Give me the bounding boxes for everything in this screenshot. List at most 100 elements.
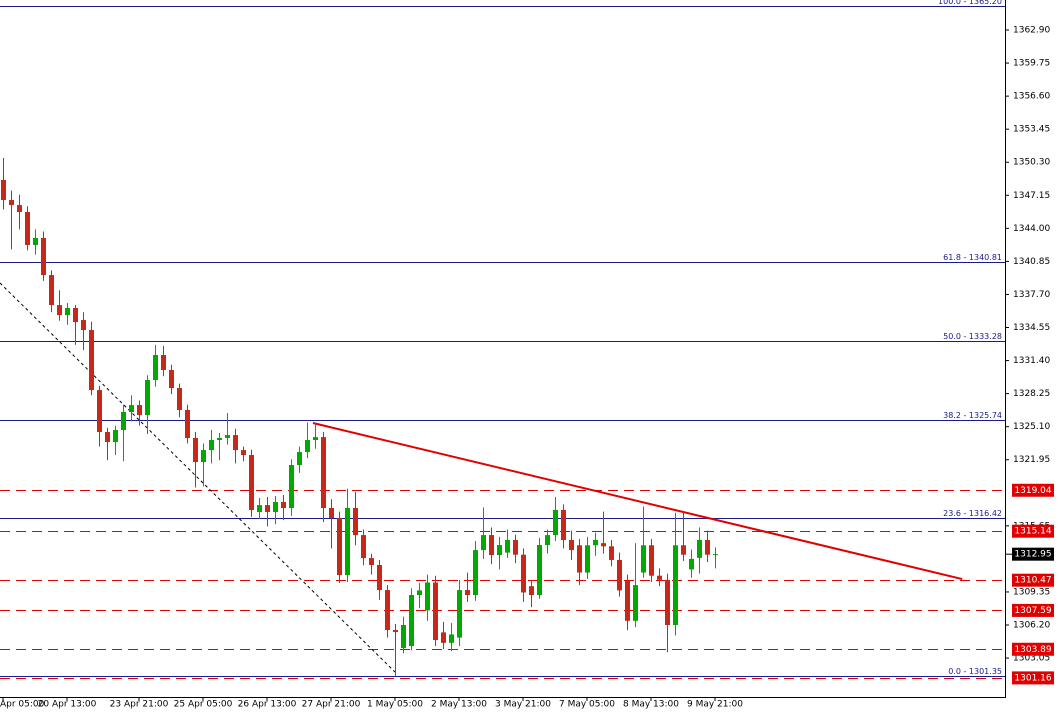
candle-body	[281, 502, 286, 509]
level-price-box	[1012, 524, 1054, 538]
candle-body	[265, 505, 270, 512]
candle-body	[441, 632, 446, 643]
candle-body	[401, 625, 406, 649]
current-price-box	[1012, 547, 1054, 561]
current-price-label: 1312.95	[1014, 550, 1051, 560]
candle-body	[681, 545, 686, 555]
candle-body	[513, 540, 518, 555]
candle-body	[465, 590, 470, 595]
candle-body	[377, 564, 382, 591]
candle-body	[529, 586, 534, 595]
candle-body	[361, 535, 366, 559]
candle-body	[521, 554, 526, 593]
y-tick-label: 1331.40	[1013, 356, 1050, 366]
candle-body	[481, 535, 486, 551]
y-tick-label: 1353.45	[1013, 125, 1050, 135]
candle-body	[337, 517, 342, 576]
level-price-label: 1301.16	[1014, 673, 1051, 683]
candle-body	[145, 379, 150, 416]
x-tick-label: 20 Apr 13:00	[38, 700, 97, 710]
level-price-label: 1315.14	[1014, 527, 1051, 537]
candle-body	[409, 595, 414, 646]
candle-body	[121, 411, 126, 431]
x-tick-label: 7 May 05:00	[559, 700, 615, 710]
candle-body	[489, 535, 494, 556]
candle-body	[185, 409, 190, 439]
fib-level-label: 100.0 - 1365.20	[938, 0, 1002, 6]
y-tick-label: 1337.70	[1013, 290, 1050, 300]
trendline	[0, 282, 396, 673]
candle-body	[497, 545, 502, 556]
y-tick-label: 1306.20	[1013, 621, 1050, 631]
level-price-label: 1307.59	[1014, 606, 1051, 616]
y-tick-label: 1303.05	[1013, 654, 1050, 664]
candle-body	[129, 405, 134, 412]
candle-body	[257, 505, 262, 512]
candle-body	[609, 546, 614, 560]
candle-body	[169, 370, 174, 389]
candle-body	[225, 435, 230, 439]
candle-body	[553, 510, 558, 536]
candle-body	[585, 545, 590, 573]
x-tick-label: 25 Apr 05:00	[174, 700, 233, 710]
candle-body	[417, 590, 422, 595]
fib-level-label: 0.0 - 1301.35	[948, 667, 1002, 676]
y-tick-label: 1350.30	[1013, 158, 1050, 168]
candle-body	[305, 440, 310, 453]
x-tick-label: 3 May 21:00	[495, 700, 551, 710]
candle-body	[601, 543, 606, 547]
candle-body	[33, 238, 38, 246]
candle-body	[105, 432, 110, 442]
candle-body	[177, 388, 182, 410]
level-price-box	[1012, 642, 1054, 656]
y-tick-label: 1340.85	[1013, 257, 1050, 267]
candle-body	[161, 355, 166, 371]
candle-body	[73, 307, 78, 323]
level-price-label: 1303.89	[1014, 645, 1051, 655]
candle-body	[65, 307, 70, 316]
y-tick-label: 1321.95	[1013, 455, 1050, 465]
candle-body	[537, 545, 542, 595]
candle-body	[369, 558, 374, 565]
candle-body	[385, 590, 390, 631]
candle-body	[81, 320, 86, 331]
level-price-box	[1012, 603, 1054, 617]
candle-body	[505, 540, 510, 553]
candle-body	[345, 508, 350, 576]
x-tick-label: 26 Apr 13:00	[238, 700, 297, 710]
candle-body	[217, 438, 222, 441]
candle-body	[433, 582, 438, 641]
x-tick-label: 8 May 13:00	[623, 700, 679, 710]
candle-body	[393, 630, 398, 633]
y-tick-label: 1328.25	[1013, 389, 1050, 399]
candle-body	[241, 450, 246, 456]
y-tick-label: 1309.35	[1013, 587, 1050, 597]
x-tick-label: 23 Apr 21:00	[110, 700, 169, 710]
candle-body	[233, 435, 238, 451]
candle-body	[209, 440, 214, 451]
candle-body	[89, 330, 94, 391]
x-tick-label: 1 May 05:00	[367, 700, 423, 710]
candle-body	[449, 634, 454, 643]
candle-body	[625, 580, 630, 621]
y-tick-label: 1344.00	[1013, 224, 1050, 234]
y-tick-label: 1325.10	[1013, 422, 1050, 432]
candle-body	[593, 540, 598, 546]
fib-level-label: 50.0 - 1333.28	[943, 332, 1002, 341]
candle-body	[649, 545, 654, 576]
candle-body	[641, 545, 646, 573]
level-price-box	[1012, 671, 1054, 685]
candle-body	[713, 554, 718, 556]
candle-body	[57, 305, 62, 316]
candle-body	[137, 405, 142, 416]
x-tick-label: 27 Apr 21:00	[302, 700, 361, 710]
candle-body	[201, 450, 206, 463]
candle-body	[697, 540, 702, 558]
candle-body	[689, 558, 694, 570]
level-price-label: 1319.04	[1014, 486, 1051, 496]
candle-body	[617, 559, 622, 591]
candle-body	[705, 540, 710, 555]
y-tick-label: 1334.55	[1013, 323, 1050, 333]
